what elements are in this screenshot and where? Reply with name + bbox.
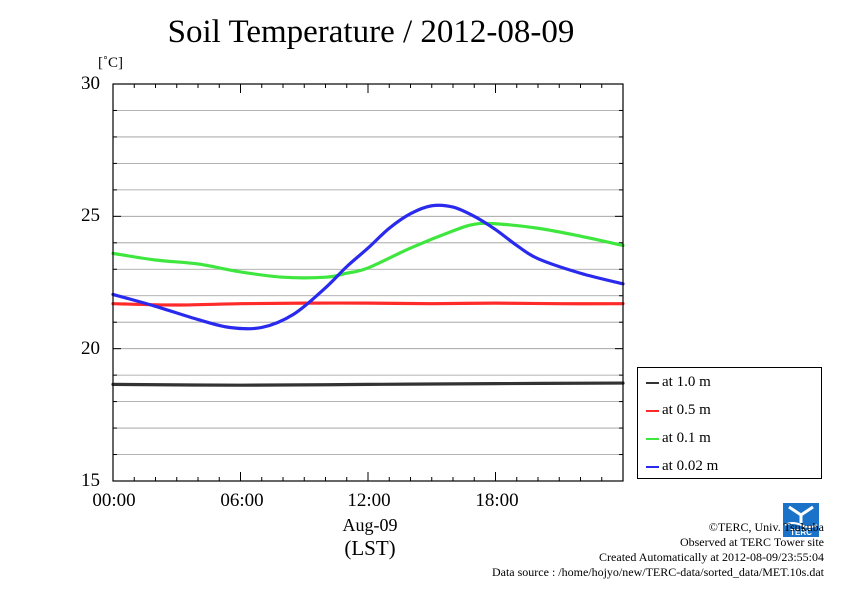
series-line-2	[111, 221, 625, 280]
x-axis-date-label: Aug-09	[342, 515, 398, 535]
chart-legend: at 1.0 m at 0.5 m at 0.1 m at 0.02 m	[637, 367, 822, 479]
x-tick-label: 18:00	[475, 490, 519, 511]
series-line-3	[111, 203, 625, 331]
series-line-1	[111, 301, 625, 307]
legend-swatch	[646, 437, 659, 440]
x-axis-timezone-label: (LST)	[344, 536, 396, 560]
legend-item-0-02m: at 0.02 m	[646, 458, 718, 475]
logo-text: TERC	[790, 528, 812, 537]
y-tick-label: 20	[81, 338, 100, 359]
credit-site: Observed at TERC Tower site	[679, 535, 824, 549]
series-line-0	[111, 381, 625, 387]
terc-logo: TERC	[783, 503, 819, 537]
legend-swatch	[646, 409, 659, 412]
credit-source: Data source : /home/hojyo/new/TERC-data/…	[491, 565, 824, 579]
legend-label: at 1.0 m	[662, 374, 711, 390]
y-axis-unit: [˚C]	[98, 55, 123, 71]
legend-swatch	[646, 465, 659, 468]
legend-item-0-1m: at 0.1 m	[646, 430, 711, 447]
plot-frame	[112, 83, 624, 482]
x-tick-label: 00:00	[92, 490, 136, 511]
credit-copyright: ©TERC, Univ. Tsukuba	[708, 520, 824, 534]
y-tick-label: 30	[81, 73, 100, 94]
chart-credits: ©TERC, Univ. Tsukuba Observed at TERC To…	[492, 520, 824, 580]
legend-label: at 0.02 m	[662, 458, 719, 474]
credit-created: Created Automatically at 2012-08-09/23:5…	[599, 550, 824, 564]
legend-label: at 0.5 m	[662, 402, 711, 418]
chart-title: Soil Temperature / 2012-08-09	[167, 14, 575, 50]
legend-swatch	[646, 381, 659, 384]
x-tick-label: 12:00	[347, 490, 391, 511]
y-tick-label: 15	[81, 470, 100, 491]
y-tick-label: 25	[81, 205, 100, 226]
legend-label: at 0.1 m	[662, 430, 711, 446]
legend-item-1-0m: at 1.0 m	[646, 374, 711, 391]
legend-item-0-5m: at 0.5 m	[646, 402, 711, 419]
x-tick-label: 06:00	[220, 490, 264, 511]
